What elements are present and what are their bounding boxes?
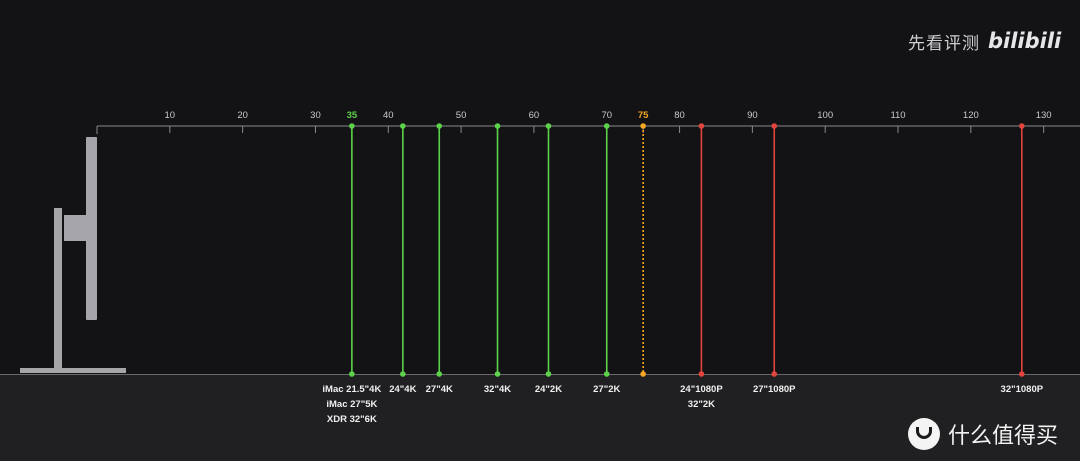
tick-label-120: 120 <box>963 110 979 121</box>
bilibili-watermark: 先看评测 bilibili <box>908 28 1061 54</box>
tick-label-40: 40 <box>383 110 394 121</box>
marker-label-0-2: XDR 32"6K <box>327 414 377 425</box>
marker-dot-top-5 <box>603 123 610 129</box>
marker-label-1-0: 24"4K <box>389 384 416 395</box>
tick-label-90: 90 <box>747 110 758 121</box>
marker-label-0-0: iMac 21.5"4K <box>322 384 381 395</box>
marker-dot-bottom-6 <box>640 371 646 377</box>
marker-dot-top-8 <box>771 123 778 129</box>
monitor-stand-hinge <box>64 215 88 241</box>
marker-dot-bottom-5 <box>603 371 610 377</box>
tick-label-75: 75 <box>638 110 649 121</box>
marker-label-0-1: iMac 27"5K <box>326 399 377 410</box>
tick-label-60: 60 <box>529 110 540 121</box>
marker-dot-top-2 <box>436 123 443 129</box>
marker-dot-top-7 <box>698 123 705 129</box>
marker-dot-bottom-8 <box>771 371 778 377</box>
marker-dot-bottom-3 <box>494 371 501 377</box>
marker-label-3-0: 32"4K <box>484 384 511 395</box>
monitor-side-view-icon <box>20 137 126 373</box>
marker-dot-top-0 <box>349 123 355 129</box>
monitor-panel <box>86 137 97 320</box>
marker-dot-bottom-0 <box>349 371 355 377</box>
marker-dot-top-9 <box>1019 123 1025 129</box>
axis-ticks: 10 20 30 35 40 50 60 70 75 80 90 100 110 120 130 <box>165 110 1052 133</box>
marker-label-4-0: 24"2K <box>535 384 562 395</box>
monitor-stand-pole <box>54 208 62 370</box>
distance-markers: iMac 21.5"4K iMac 27"5K XDR 32"6K 24"4K 27"4… <box>322 123 1044 425</box>
marker-dot-top-6 <box>640 123 646 129</box>
marker-label-7-0: 24"1080P <box>680 384 723 395</box>
marker-dot-bottom-4 <box>545 371 552 377</box>
marker-label-5-0: 27"2K <box>593 384 620 395</box>
bilibili-logo: bilibili <box>988 29 1062 53</box>
marker-label-7-1: 32"2K <box>688 399 715 410</box>
bottom-band <box>0 374 1080 461</box>
tick-label-35: 35 <box>347 110 358 121</box>
marker-label-2-0: 27"4K <box>426 384 453 395</box>
marker-dot-bottom-9 <box>1019 371 1025 377</box>
tick-label-100: 100 <box>817 110 833 121</box>
smzdm-smile-icon <box>908 418 940 450</box>
site-badge: 什么值得买 <box>908 418 1058 450</box>
marker-dot-top-4 <box>545 123 552 129</box>
tick-label-70: 70 <box>601 110 612 121</box>
marker-dot-top-3 <box>494 123 501 129</box>
tick-label-110: 110 <box>890 110 905 121</box>
tick-label-80: 80 <box>674 110 685 121</box>
marker-label-9-0: 32"1080P <box>1001 384 1044 395</box>
tick-label-30: 30 <box>310 110 321 121</box>
site-badge-text: 什么值得买 <box>948 424 1059 449</box>
marker-dot-top-1 <box>400 123 406 129</box>
tick-label-10: 10 <box>165 110 176 121</box>
tick-label-130: 130 <box>1036 110 1052 121</box>
watermark-text: 先看评测 <box>908 33 980 54</box>
tick-label-50: 50 <box>456 110 467 121</box>
marker-label-8-0: 27"1080P <box>753 384 796 395</box>
marker-dot-bottom-7 <box>698 371 705 377</box>
monitor-stand-base <box>20 368 126 373</box>
tick-label-20: 20 <box>237 110 248 121</box>
marker-dot-bottom-2 <box>436 371 443 377</box>
marker-dot-bottom-1 <box>400 371 406 377</box>
